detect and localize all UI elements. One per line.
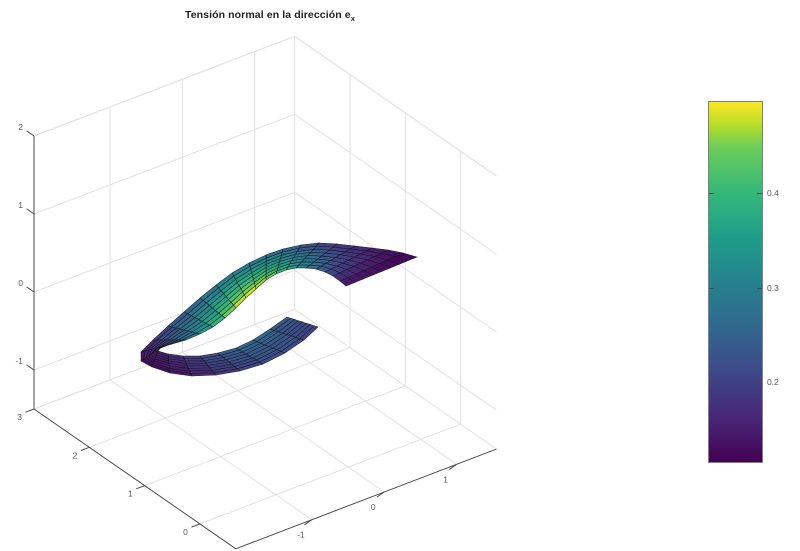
plot-title-text: Tensión normal en la dirección e [184, 9, 351, 21]
plot-title: Tensión normal en la dirección ex [0, 9, 540, 23]
svg-text:-1: -1 [297, 530, 305, 540]
svg-text:-1: -1 [15, 356, 23, 366]
colorbar-tick [709, 382, 714, 383]
colorbar-tick-label: 0.2 [767, 377, 779, 387]
svg-text:1: 1 [128, 489, 133, 499]
svg-text:2: 2 [73, 450, 78, 460]
colorbar-tick [757, 382, 762, 383]
surface-cell [315, 242, 338, 248]
plot-title-subscript: x [350, 14, 356, 24]
colorbar-tick-label: 0.3 [767, 283, 779, 293]
svg-text:2: 2 [18, 122, 23, 132]
surface-cell [182, 355, 203, 359]
surface-cell [190, 372, 217, 377]
colorbar-tick [757, 193, 762, 194]
svg-text:0: 0 [371, 502, 376, 512]
svg-text:1: 1 [443, 474, 448, 484]
svg-text:1: 1 [18, 200, 23, 210]
surface-cell [299, 325, 319, 341]
colorbar-tick-label: 0.4 [767, 188, 779, 198]
colorbar [708, 101, 763, 463]
colorbar-tick [709, 288, 714, 289]
colorbar-tick [757, 288, 762, 289]
svg-text:0: 0 [18, 278, 23, 288]
colorbar-tick [709, 193, 714, 194]
svg-text:0: 0 [183, 527, 188, 537]
svg-text:3: 3 [17, 412, 22, 422]
